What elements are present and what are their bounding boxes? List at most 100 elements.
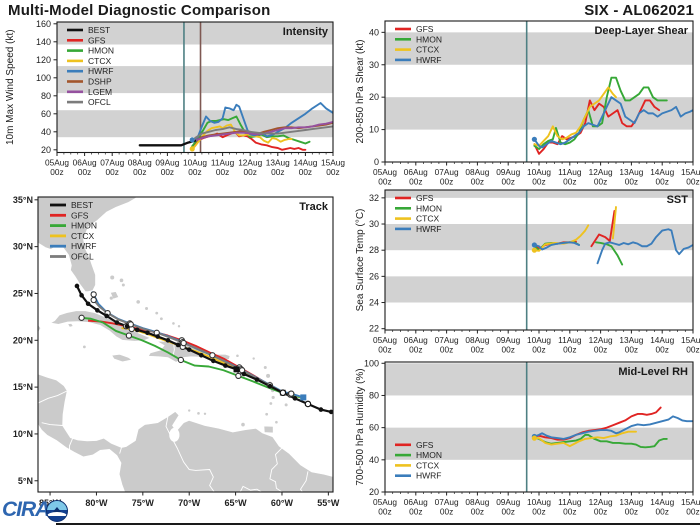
sst-line-CTCX xyxy=(611,206,617,240)
svg-text:80: 80 xyxy=(41,91,51,101)
svg-text:00z: 00z xyxy=(471,507,484,517)
sst-chart: 05Aug00z06Aug00z07Aug00z08Aug00z09Aug00z… xyxy=(355,189,700,355)
svg-text:75°W: 75°W xyxy=(132,498,155,508)
svg-text:06Aug: 06Aug xyxy=(404,167,428,177)
svg-text:00z: 00z xyxy=(563,345,576,355)
sst-series xyxy=(531,206,693,266)
svg-text:07Aug: 07Aug xyxy=(435,335,459,345)
rh-title: Mid-Level RH xyxy=(618,366,688,378)
svg-text:00z: 00z xyxy=(409,345,422,355)
svg-text:09Aug: 09Aug xyxy=(496,335,520,345)
sst-x-axis: 05Aug00z06Aug00z07Aug00z08Aug00z09Aug00z… xyxy=(373,330,700,355)
svg-text:40: 40 xyxy=(41,127,51,137)
svg-text:00z: 00z xyxy=(440,177,453,187)
landmass xyxy=(67,323,74,328)
island xyxy=(241,422,245,427)
svg-text:05Aug: 05Aug xyxy=(373,335,397,345)
svg-text:0: 0 xyxy=(374,157,379,167)
svg-text:11Aug: 11Aug xyxy=(558,497,582,507)
svg-text:15°N: 15°N xyxy=(13,382,33,392)
rh-y-axis: 20 40 60 80 100 xyxy=(364,358,385,497)
svg-text:00z: 00z xyxy=(161,167,174,177)
rh-chart: 05Aug00z06Aug00z07Aug00z08Aug00z09Aug00z… xyxy=(355,358,700,517)
svg-text:GFS: GFS xyxy=(416,24,434,34)
shear-bands xyxy=(385,32,693,130)
island xyxy=(263,365,267,369)
svg-text:HWRF: HWRF xyxy=(416,55,442,65)
island xyxy=(266,373,271,378)
svg-text:55°W: 55°W xyxy=(317,498,340,508)
svg-text:00z: 00z xyxy=(378,345,391,355)
svg-text:14Aug: 14Aug xyxy=(650,335,674,345)
svg-text:00z: 00z xyxy=(440,345,453,355)
svg-text:GFS: GFS xyxy=(71,210,89,220)
svg-text:HMON: HMON xyxy=(71,221,97,231)
svg-text:00z: 00z xyxy=(656,177,669,187)
svg-text:00z: 00z xyxy=(686,345,699,355)
svg-text:09Aug: 09Aug xyxy=(155,158,179,168)
svg-text:10: 10 xyxy=(369,125,379,135)
svg-text:10Aug: 10Aug xyxy=(183,158,207,168)
svg-text:HMON: HMON xyxy=(416,203,442,213)
svg-text:30°N: 30°N xyxy=(13,242,33,252)
svg-text:00z: 00z xyxy=(244,167,257,177)
svg-text:09Aug: 09Aug xyxy=(496,167,520,177)
svg-text:14Aug: 14Aug xyxy=(650,167,674,177)
svg-text:11Aug: 11Aug xyxy=(558,335,582,345)
svg-text:00z: 00z xyxy=(106,167,119,177)
svg-text:00z: 00z xyxy=(409,507,422,517)
svg-text:HWRF: HWRF xyxy=(88,66,114,76)
landmass xyxy=(38,323,42,334)
rh-x-axis: 05Aug00z06Aug00z07Aug00z08Aug00z09Aug00z… xyxy=(373,492,700,517)
svg-text:HWRF: HWRF xyxy=(71,241,97,251)
svg-text:CTCX: CTCX xyxy=(416,45,439,55)
island xyxy=(110,275,115,280)
svg-text:15Aug: 15Aug xyxy=(681,497,700,507)
svg-text:11Aug: 11Aug xyxy=(211,158,235,168)
svg-text:05Aug: 05Aug xyxy=(373,497,397,507)
svg-text:08Aug: 08Aug xyxy=(465,167,489,177)
svg-text:00z: 00z xyxy=(532,345,545,355)
svg-text:00z: 00z xyxy=(378,507,391,517)
island xyxy=(271,395,275,400)
sst-y-axis: 22 24 26 28 30 32 xyxy=(369,193,385,334)
svg-text:15Aug: 15Aug xyxy=(681,335,700,345)
island xyxy=(121,283,125,287)
island xyxy=(269,402,273,405)
page-title: Multi-Model Diagnostic Comparison xyxy=(8,2,271,19)
svg-text:00z: 00z xyxy=(471,177,484,187)
svg-text:CTCX: CTCX xyxy=(88,56,111,66)
landmass xyxy=(111,353,133,363)
svg-text:14Aug: 14Aug xyxy=(650,497,674,507)
intensity-line-BEST xyxy=(138,139,197,147)
rh-series xyxy=(531,406,693,449)
svg-text:20: 20 xyxy=(41,145,51,155)
svg-text:80: 80 xyxy=(369,390,379,400)
svg-text:BEST: BEST xyxy=(88,25,110,35)
country-border xyxy=(269,447,283,492)
cira-logo-text: CIRA xyxy=(2,498,50,521)
island xyxy=(265,412,269,416)
svg-text:32: 32 xyxy=(369,193,379,203)
svg-text:00z: 00z xyxy=(502,507,515,517)
svg-text:00z: 00z xyxy=(625,345,638,355)
svg-text:00z: 00z xyxy=(271,167,284,177)
island xyxy=(109,296,113,300)
island xyxy=(155,311,159,315)
svg-text:08Aug: 08Aug xyxy=(465,497,489,507)
svg-text:30: 30 xyxy=(369,60,379,70)
svg-text:CTCX: CTCX xyxy=(416,214,439,224)
svg-text:60: 60 xyxy=(41,109,51,119)
intensity-series xyxy=(138,102,333,152)
svg-text:HMON: HMON xyxy=(416,450,442,460)
country-border xyxy=(119,447,122,454)
cira-logo: CIRA xyxy=(2,497,72,525)
svg-text:HMON: HMON xyxy=(88,46,114,56)
svg-text:13Aug: 13Aug xyxy=(619,167,643,177)
svg-text:40: 40 xyxy=(369,27,379,37)
svg-text:00z: 00z xyxy=(299,167,312,177)
svg-text:00z: 00z xyxy=(216,167,229,177)
svg-text:12Aug: 12Aug xyxy=(589,497,613,507)
